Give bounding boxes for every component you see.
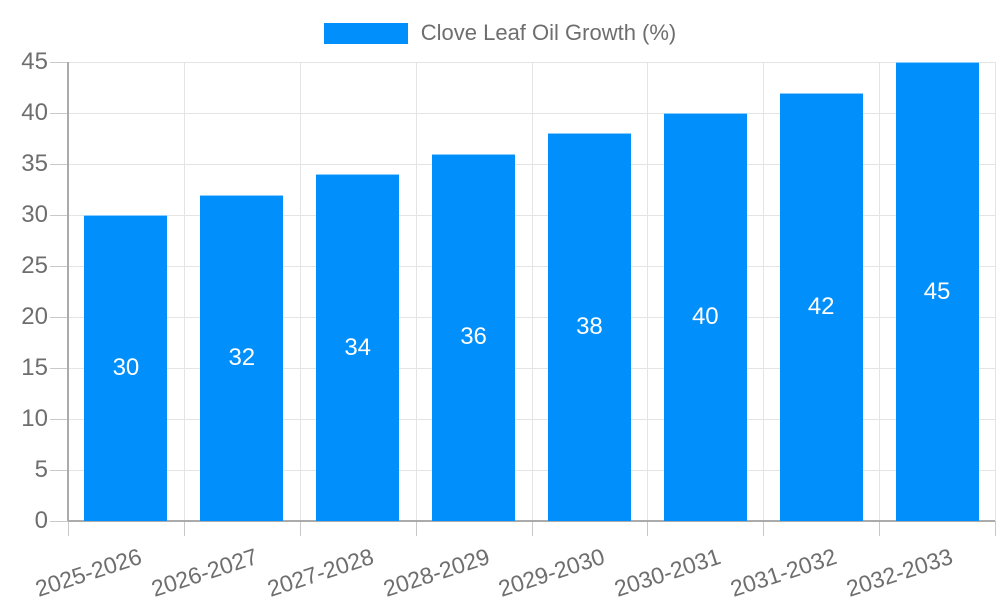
x-axis-tick [763,521,764,536]
y-gridline [68,419,995,420]
bar-value-label: 42 [807,292,835,320]
y-axis-label: 30 [21,201,48,228]
bar-value-label: 34 [344,333,372,361]
y-axis-tick [50,266,68,267]
x-axis-tick [647,521,648,536]
x-axis-line [68,520,995,522]
bar[interactable] [547,133,631,521]
x-gridline [416,62,417,521]
bar-value-label: 32 [228,343,256,371]
x-axis-label: 2029-2030 [495,543,609,600]
y-gridline [68,215,995,216]
y-axis-label: 40 [21,99,48,126]
bar-value-label: 36 [460,323,487,351]
y-axis-label: 45 [21,48,48,75]
x-gridline [300,62,301,521]
y-axis-tick [50,368,68,369]
y-axis-tick [50,470,68,471]
legend-swatch-icon [323,22,408,44]
bar[interactable] [895,62,979,521]
bar-value-label: 45 [923,277,951,305]
y-axis-label: 5 [34,456,48,483]
y-gridline [68,164,995,165]
bar-value-label: 38 [576,313,603,341]
bar-value-label: 40 [691,303,719,330]
y-axis-tick [50,215,68,216]
legend-label: Clove Leaf Oil Growth (%) [420,20,677,45]
y-gridline [68,317,995,318]
bar[interactable] [200,194,284,521]
y-axis-tick [50,317,68,318]
x-axis-tick [532,521,533,536]
x-gridline [995,62,996,521]
x-axis-label: 2026-2027 [147,543,261,600]
bar[interactable] [84,215,168,521]
y-axis-tick [50,113,68,114]
x-gridline [184,62,185,521]
x-gridline [763,62,764,521]
y-axis-tick [50,62,68,63]
x-axis-label: 2030-2031 [611,543,725,600]
bar[interactable] [316,174,400,521]
x-axis-label: 2025-2026 [32,543,145,600]
x-axis-tick [68,521,69,536]
y-axis-label: 25 [21,252,48,279]
bar[interactable] [663,113,747,521]
x-gridline [532,62,533,521]
bar-value-label: 30 [112,354,140,381]
y-axis-label: 15 [21,354,48,381]
x-axis-label: 2028-2029 [379,543,493,600]
y-gridline [68,266,995,267]
x-axis-label: 2027-2028 [263,543,377,600]
y-axis-label: 35 [21,150,48,177]
y-axis-line [67,62,69,521]
x-axis-tick [879,521,880,536]
y-axis-tick [50,164,68,165]
y-axis-tick [50,419,68,420]
y-gridline [68,470,995,471]
y-gridline [68,113,995,114]
y-axis-label: 0 [34,507,48,534]
x-gridline [879,62,880,521]
bar[interactable] [432,153,516,521]
x-axis-tick [995,521,996,536]
x-gridline [647,62,648,521]
x-axis-tick [300,521,301,536]
y-gridline [68,368,995,369]
y-axis-label: 10 [21,405,48,432]
y-gridline [68,62,995,63]
bar[interactable] [779,92,863,521]
y-axis-label: 20 [21,303,48,330]
x-axis-tick [184,521,185,536]
x-axis-tick [416,521,417,536]
y-axis-tick [50,521,68,522]
legend[interactable]: Clove Leaf Oil Growth (%) [0,20,1000,46]
x-axis-label: 2032-2033 [843,543,956,600]
x-axis-label: 2031-2032 [727,543,840,600]
